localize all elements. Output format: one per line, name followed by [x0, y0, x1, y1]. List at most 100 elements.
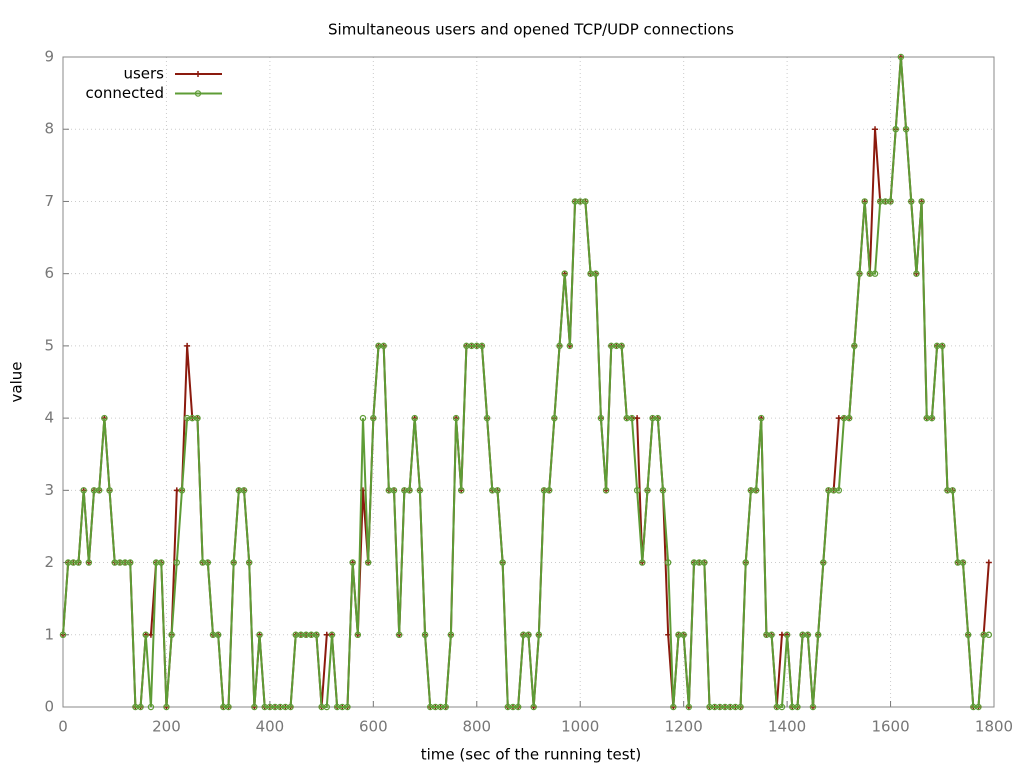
y-tick-label: 1 [44, 625, 54, 643]
data-point [80, 487, 87, 494]
data-point [364, 559, 372, 566]
data-point [85, 559, 93, 566]
data-point [240, 487, 248, 494]
data-point [913, 270, 920, 277]
data-point [602, 487, 610, 494]
data-point [178, 487, 186, 494]
data-point [163, 703, 170, 711]
plot-border [62, 56, 995, 708]
data-point [313, 631, 320, 639]
data-point [856, 270, 863, 277]
data-point [354, 631, 362, 639]
data-point [820, 559, 827, 566]
data-point [845, 414, 853, 422]
data-point [985, 631, 993, 639]
data-point [245, 559, 253, 566]
data-point [680, 631, 687, 639]
data-point [442, 703, 449, 711]
data-point [173, 559, 181, 566]
data-point [835, 487, 843, 494]
data-point [778, 703, 786, 711]
data-point [514, 703, 522, 711]
x-tick-label: 1800 [975, 718, 1013, 736]
x-tick-label: 400 [256, 718, 285, 736]
data-point [618, 342, 625, 350]
data-point [939, 342, 946, 350]
data-point [406, 487, 413, 494]
y-tick-label: 9 [44, 48, 54, 66]
data-point [959, 559, 967, 566]
x-tick-label: 800 [462, 718, 491, 736]
data-point [530, 703, 537, 711]
y-tick-label: 5 [44, 336, 54, 354]
data-point [499, 559, 506, 566]
data-point [95, 487, 103, 494]
data-point [545, 487, 553, 494]
data-point [535, 631, 543, 639]
chart-title: Simultaneous users and opened TCP/UDP co… [328, 21, 734, 39]
data-point [390, 487, 398, 494]
x-tick-label: 600 [359, 718, 388, 736]
data-point [758, 414, 765, 422]
data-point [794, 703, 801, 711]
series-line [62, 56, 990, 708]
x-axis-label: time (sec of the running test) [421, 746, 642, 764]
data-point [701, 559, 708, 566]
y-tick-label: 2 [44, 553, 54, 571]
data-point [214, 631, 222, 639]
data-point [251, 703, 258, 711]
data-point [566, 342, 574, 350]
data-point [633, 487, 641, 494]
data-point [421, 631, 429, 639]
data-point [225, 703, 232, 711]
data-point [928, 414, 936, 422]
legend-label: connected [85, 84, 164, 102]
y-tick-label: 3 [44, 481, 54, 499]
data-point [395, 631, 403, 639]
data-point [194, 414, 201, 422]
data-point [184, 342, 191, 349]
y-tick-label: 7 [44, 192, 54, 210]
data-point [75, 559, 82, 566]
data-point [892, 125, 899, 133]
data-point [985, 559, 992, 566]
data-point [370, 414, 377, 422]
data-point [964, 631, 972, 639]
data-point [349, 559, 356, 566]
data-point [328, 631, 336, 639]
data-point [752, 487, 760, 494]
data-point [814, 631, 822, 639]
data-point [592, 270, 599, 277]
data-point [742, 559, 749, 566]
data-point [344, 703, 351, 711]
data-point [783, 631, 791, 639]
data-point [897, 53, 905, 61]
data-point [452, 414, 460, 422]
x-tick-label: 1400 [768, 718, 806, 736]
data-point [685, 703, 693, 711]
x-tick-label: 1000 [561, 718, 599, 736]
data-point [447, 631, 455, 639]
data-point [158, 559, 165, 566]
data-point [918, 198, 925, 205]
data-point [204, 559, 212, 566]
y-axis-label: value [8, 362, 26, 403]
data-point [556, 342, 563, 350]
data-point [494, 487, 501, 494]
data-point [861, 198, 868, 205]
data-point [597, 414, 605, 422]
data-point [287, 703, 294, 711]
data-point [949, 487, 956, 494]
data-point [551, 414, 558, 422]
data-point [809, 703, 817, 711]
data-point [230, 559, 237, 566]
data-point [872, 126, 879, 133]
data-point [582, 198, 589, 205]
legend-marker [195, 71, 201, 77]
data-point [483, 414, 491, 422]
series-line [62, 56, 989, 708]
y-tick-label: 8 [44, 120, 54, 138]
data-point [768, 631, 775, 639]
data-point [101, 414, 108, 422]
